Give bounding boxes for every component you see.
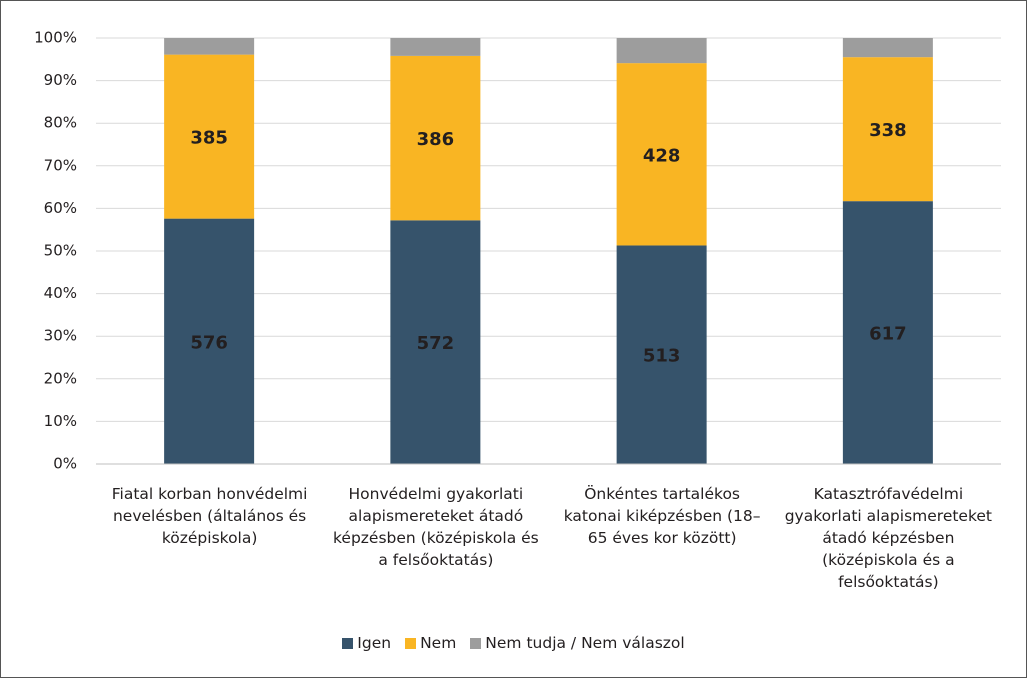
bar-segment <box>390 38 481 56</box>
data-label: 572 <box>417 333 455 354</box>
y-tick-label: 30% <box>44 327 77 345</box>
y-tick-label: 80% <box>44 114 77 132</box>
y-tick-label: 40% <box>44 284 77 302</box>
legend-label: Igen <box>357 634 392 652</box>
y-tick-label: 90% <box>44 71 77 89</box>
y-tick-label: 50% <box>44 242 77 260</box>
legend-item: Igen <box>342 634 391 652</box>
legend-swatch <box>342 637 354 649</box>
bar-segment <box>616 38 707 64</box>
legend-label: Nem <box>420 634 457 652</box>
bar-segment <box>164 54 255 219</box>
x-tick-label: Honvédelmi gyakorlati alapismereteket át… <box>332 485 539 569</box>
bar-segment <box>390 220 481 464</box>
y-tick-label: 100% <box>34 29 77 47</box>
bar-segment <box>842 57 933 202</box>
y-tick-label: 20% <box>44 369 77 387</box>
data-label: 513 <box>643 346 681 367</box>
bar-segment <box>842 201 933 464</box>
data-label: 617 <box>869 324 907 345</box>
legend-item: Nem <box>405 634 456 652</box>
bar-segment <box>842 38 933 58</box>
legend-swatch <box>470 637 482 649</box>
legend-swatch <box>405 637 417 649</box>
y-tick-label: 10% <box>44 412 77 430</box>
x-tick-label: Fiatal korban honvédelmi nevelésben (ált… <box>111 485 308 547</box>
data-label: 338 <box>869 120 907 141</box>
legend: Igen Nem Nem tudja / Nem válaszol <box>1 634 1026 652</box>
y-tick-label: 70% <box>44 156 77 174</box>
bar-segment <box>616 245 707 464</box>
y-tick-label: 60% <box>44 199 77 217</box>
bar-segment <box>390 55 481 221</box>
data-label: 385 <box>190 128 228 149</box>
data-label: 576 <box>190 332 228 353</box>
bar-segment <box>164 218 255 464</box>
bar-segment <box>164 38 255 55</box>
x-tick-label: Katasztrófavédelmi gyakorlati alapismere… <box>784 485 993 591</box>
x-tick-label: Önkéntes tartalékos katonai kiképzésben … <box>563 485 761 547</box>
y-tick-label: 0% <box>53 455 77 473</box>
bar-segment <box>616 63 707 246</box>
legend-label: Nem tudja / Nem válaszol <box>485 634 685 652</box>
data-label: 386 <box>417 129 455 150</box>
data-label: 428 <box>643 145 681 166</box>
legend-item: Nem tudja / Nem válaszol <box>470 634 685 652</box>
